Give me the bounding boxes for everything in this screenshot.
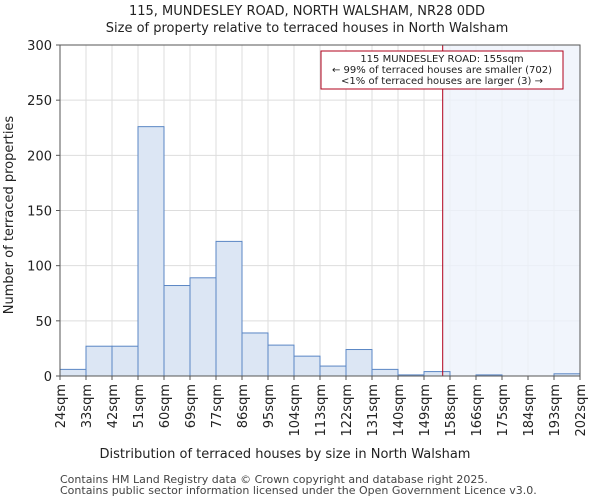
x-tick-label-33sqm: 33sqm (80, 384, 95, 428)
x-tick-label-51sqm: 51sqm (132, 384, 147, 428)
x-tick-label-113sqm: 113sqm (314, 384, 329, 437)
x-tick-label-158sqm: 158sqm (444, 384, 459, 437)
x-tick-label-77sqm: 77sqm (210, 384, 225, 428)
bar-69sqm (189, 277, 217, 377)
y-tick-label-6: 300 (27, 39, 52, 54)
y-ticks: 0 50 100 150 200 250 300 (27, 39, 60, 385)
x-tick-label-184sqm: 184sqm (522, 384, 537, 437)
footer-line-1: Contains HM Land Registry data © Crown c… (60, 473, 488, 486)
chart-title: 115, MUNDESLEY ROAD, NORTH WALSHAM, NR28… (129, 4, 485, 19)
x-tick-label-95sqm: 95sqm (262, 384, 277, 428)
annotation-box: 115 MUNDESLEY ROAD: 155sqm ← 99% of terr… (320, 50, 564, 90)
x-tick-label-24sqm: 24sqm (54, 384, 69, 428)
x-tick-label-131sqm: 131sqm (366, 384, 381, 437)
x-tick-label-60sqm: 60sqm (158, 384, 173, 428)
annotation-line-2: ← 99% of terraced houses are smaller (70… (332, 65, 552, 76)
bars (59, 126, 581, 377)
bar-113sqm (319, 365, 347, 377)
bar-42sqm (111, 345, 139, 377)
bar-77sqm (215, 240, 243, 377)
bar-149sqm (423, 371, 451, 377)
bar-122sqm (345, 349, 373, 377)
y-tick-label-3: 150 (27, 205, 52, 220)
x-tick-label-140sqm: 140sqm (392, 384, 407, 437)
y-axis-label: Number of terraced properties (2, 116, 17, 315)
y-tick-label-2: 100 (27, 260, 52, 275)
x-tick-label-122sqm: 122sqm (340, 384, 355, 437)
bar-86sqm (241, 332, 269, 377)
x-tick-label-86sqm: 86sqm (236, 384, 251, 428)
x-ticks: 24sqm 33sqm 42sqm 51sqm 60sqm 69sqm 77sqm 86sqm… (54, 376, 589, 437)
y-tick-label-0: 0 (44, 370, 52, 385)
annotation-line-3: <1% of terraced houses are larger (3) → (341, 76, 543, 87)
chart-subtitle: Size of property relative to terraced ho… (106, 21, 509, 36)
x-tick-label-69sqm: 69sqm (184, 384, 199, 428)
x-tick-label-166sqm: 166sqm (470, 384, 485, 437)
x-tick-label-202sqm: 202sqm (574, 384, 589, 437)
bar-24sqm (59, 368, 87, 377)
bar-95sqm (267, 344, 295, 377)
bar-60sqm (163, 285, 191, 377)
annotation-frame (320, 50, 564, 90)
annotation-line-1: 115 MUNDESLEY ROAD: 155sqm (360, 54, 523, 65)
larger-properties-region (442, 45, 580, 376)
x-tick-label-42sqm: 42sqm (106, 384, 121, 428)
x-axis-label: Distribution of terraced houses by size … (100, 447, 471, 462)
x-tick-label-104sqm: 104sqm (288, 384, 303, 437)
bar-131sqm (371, 368, 399, 377)
bar-51sqm (137, 126, 165, 377)
y-tick-label-5: 250 (27, 94, 52, 109)
x-tick-label-175sqm: 175sqm (496, 384, 511, 437)
bar-104sqm (293, 355, 321, 377)
y-tick-label-1: 50 (35, 315, 52, 330)
x-tick-label-149sqm: 149sqm (418, 384, 433, 437)
footer-line-2: Contains public sector information licen… (60, 484, 537, 497)
chart: 115, MUNDESLEY ROAD, NORTH WALSHAM, NR28… (2, 4, 589, 462)
bar-33sqm (85, 345, 113, 377)
x-tick-label-193sqm: 193sqm (548, 384, 563, 437)
y-tick-label-4: 200 (27, 149, 52, 164)
